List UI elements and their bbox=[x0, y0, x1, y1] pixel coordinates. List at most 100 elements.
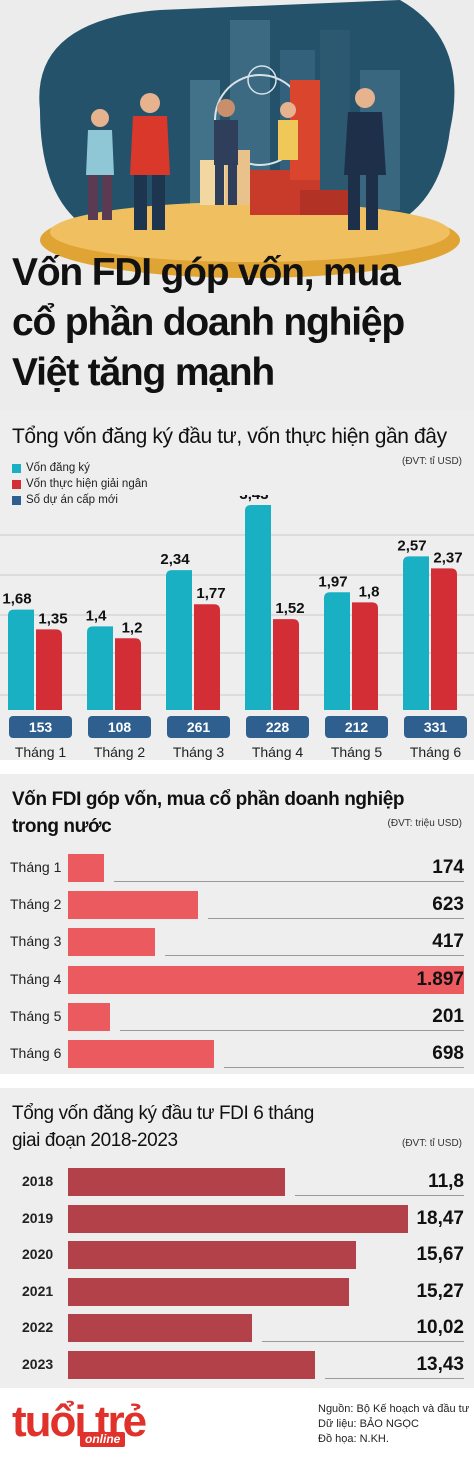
hbar-bar bbox=[68, 1241, 357, 1270]
project-count-pill bbox=[88, 716, 151, 738]
hbar-row: 2020 15,67 bbox=[0, 1241, 474, 1270]
hbar-leader-line bbox=[325, 1378, 464, 1379]
project-count-label: 153 bbox=[29, 719, 53, 735]
bar-registered bbox=[8, 609, 34, 710]
project-count-pill bbox=[404, 716, 467, 738]
hbar-value-label: 18,47 bbox=[416, 1207, 464, 1229]
chart1-title: Tổng vốn đăng ký đầu tư, vốn thực hiện g… bbox=[12, 425, 447, 448]
brand-logo-online: online bbox=[80, 1432, 126, 1447]
category-label: Tháng 4 bbox=[252, 744, 304, 760]
hero-illustration: Vốn FDI góp vốn, mua cổ phần doanh nghiệ… bbox=[0, 0, 474, 410]
hbar-bar bbox=[68, 1314, 253, 1343]
credits: Nguồn: Bộ Kế hoạch và đầu tư Dữ liệu: BẢ… bbox=[318, 1402, 469, 1447]
hbar-value-label: 201 bbox=[432, 1005, 464, 1027]
hbar-bar bbox=[68, 965, 464, 994]
hbar-category-label: 2018 bbox=[22, 1173, 54, 1189]
chart1-svg: 1,68 1,35 153 Tháng 1 1,4 1,2 108 Tháng 2 2,34 1,… bbox=[0, 495, 474, 760]
category-label: Tháng 3 bbox=[173, 744, 225, 760]
data-label-disbursed: 1,52 bbox=[275, 600, 304, 617]
legend-item-registered: Vốn đăng ký bbox=[12, 460, 148, 476]
hbar-bar bbox=[68, 891, 199, 920]
hbar-value-label: 174 bbox=[432, 857, 464, 878]
chart2-title-line-1: Vốn FDI góp vốn, mua cổ phần doanh nghiệ… bbox=[12, 789, 405, 810]
legend-label: Số dự án cấp mới bbox=[26, 494, 118, 506]
bar-disbursed bbox=[431, 568, 457, 710]
hbar-leader-line bbox=[295, 1195, 464, 1196]
project-count-pill bbox=[246, 716, 309, 738]
hbar-bar bbox=[68, 1040, 214, 1068]
credit-data: Dữ liệu: BẢO NGỌC bbox=[318, 1418, 419, 1430]
hbar-row: Tháng 6 698 bbox=[0, 1040, 474, 1068]
bar-registered bbox=[245, 505, 271, 710]
chart3-unit: (ĐVT: tỉ USD) bbox=[402, 1138, 462, 1149]
legend-swatch-navy bbox=[12, 495, 21, 505]
legend-label: Vốn thực hiện giải ngân bbox=[26, 478, 148, 490]
hbar-value-label: 11,8 bbox=[428, 1171, 464, 1192]
hbar-row: Tháng 1 174 bbox=[0, 854, 474, 882]
data-label-disbursed: 1,77 bbox=[196, 585, 225, 602]
data-label-disbursed: 2,37 bbox=[433, 549, 462, 566]
hbar-category-label: 2022 bbox=[22, 1319, 54, 1336]
hbar-leader-line bbox=[165, 955, 464, 957]
hbar-category-label: Tháng 5 bbox=[10, 1007, 62, 1024]
hbar-leader-line bbox=[114, 881, 464, 882]
chart2-unit: (ĐVT: triệu USD) bbox=[387, 818, 462, 829]
hbar-value-label: 15,67 bbox=[416, 1244, 464, 1266]
bar-registered bbox=[324, 592, 350, 710]
bar-disbursed bbox=[115, 638, 141, 710]
hbar-value-label: 623 bbox=[432, 894, 464, 916]
hbar-row: 2018 11,8 bbox=[0, 1168, 474, 1196]
hbar-bar bbox=[68, 1204, 408, 1233]
hbar-value-label: 13,43 bbox=[416, 1354, 464, 1375]
hbar-category-label: 2020 bbox=[22, 1246, 54, 1263]
page-title-line-2: cổ phần doanh nghiệp bbox=[12, 301, 405, 344]
chart2-title-line-2: trong nước bbox=[12, 816, 112, 837]
project-count-pill bbox=[167, 716, 230, 738]
bar-disbursed bbox=[36, 629, 62, 710]
category-label: Tháng 5 bbox=[331, 744, 383, 760]
chart3-title-line-1: Tổng vốn đăng ký đầu tư FDI 6 tháng bbox=[12, 1103, 314, 1124]
data-label-registered: 1,97 bbox=[318, 573, 347, 590]
page-title-line-3: Việt tăng mạnh bbox=[12, 351, 275, 394]
hbar-bar bbox=[68, 1277, 350, 1306]
data-label-registered: 1,68 bbox=[2, 591, 31, 608]
data-label-disbursed: 1,8 bbox=[359, 583, 380, 600]
hbar-value-label: 15,27 bbox=[416, 1280, 464, 1302]
bar-registered bbox=[403, 556, 429, 710]
bar-disbursed bbox=[352, 602, 378, 710]
project-count-pill bbox=[9, 716, 72, 738]
legend-label: Vốn đăng ký bbox=[26, 462, 90, 474]
hbar-category-label: Tháng 2 bbox=[10, 896, 62, 913]
hbar-leader-line bbox=[262, 1341, 464, 1343]
project-count-label: 331 bbox=[424, 719, 448, 735]
chart3-title: Tổng vốn đăng ký đầu tư FDI 6 tháng giai… bbox=[12, 1100, 314, 1154]
hbar-category-label: 2023 bbox=[22, 1356, 54, 1372]
hbar-value-label: 1.897 bbox=[416, 968, 464, 990]
hbar-leader-line bbox=[119, 1029, 464, 1031]
hbar-category-label: Tháng 1 bbox=[10, 859, 62, 875]
hbar-row: Tháng 2 623 bbox=[0, 891, 474, 920]
chart2-title: Vốn FDI góp vốn, mua cổ phần doanh nghiệ… bbox=[12, 786, 404, 840]
hbar-bar bbox=[68, 854, 105, 882]
hbar-bar bbox=[68, 1351, 316, 1379]
category-label: Tháng 6 bbox=[410, 744, 462, 760]
business-meeting-illustration bbox=[0, 0, 474, 410]
bar-registered bbox=[87, 626, 113, 710]
data-label-disbursed: 1,2 bbox=[122, 619, 143, 636]
hbar-value-label: 698 bbox=[432, 1043, 464, 1064]
page-title-line-1: Vốn FDI góp vốn, mua bbox=[12, 251, 401, 294]
hbar-category-label: Tháng 4 bbox=[10, 970, 62, 987]
brand-logo: tuổi trẻ bbox=[12, 1397, 147, 1446]
hbar-bar bbox=[68, 1002, 110, 1031]
hbar-bar bbox=[68, 1168, 286, 1196]
category-label: Tháng 2 bbox=[94, 744, 146, 760]
hbar-category-label: 2021 bbox=[22, 1282, 54, 1299]
legend-item-disbursed: Vốn thực hiện giải ngân bbox=[12, 476, 148, 492]
data-label-disbursed: 1,35 bbox=[38, 610, 67, 627]
hbar-leader-line bbox=[208, 918, 464, 920]
hbar-category-label: 2019 bbox=[22, 1209, 54, 1226]
hbar-row: 2021 15,27 bbox=[0, 1277, 474, 1306]
legend-swatch-teal bbox=[12, 463, 21, 473]
hbar-leader-line bbox=[223, 1067, 464, 1068]
chart3-title-line-2: giai đoạn 2018-2023 bbox=[12, 1130, 178, 1151]
